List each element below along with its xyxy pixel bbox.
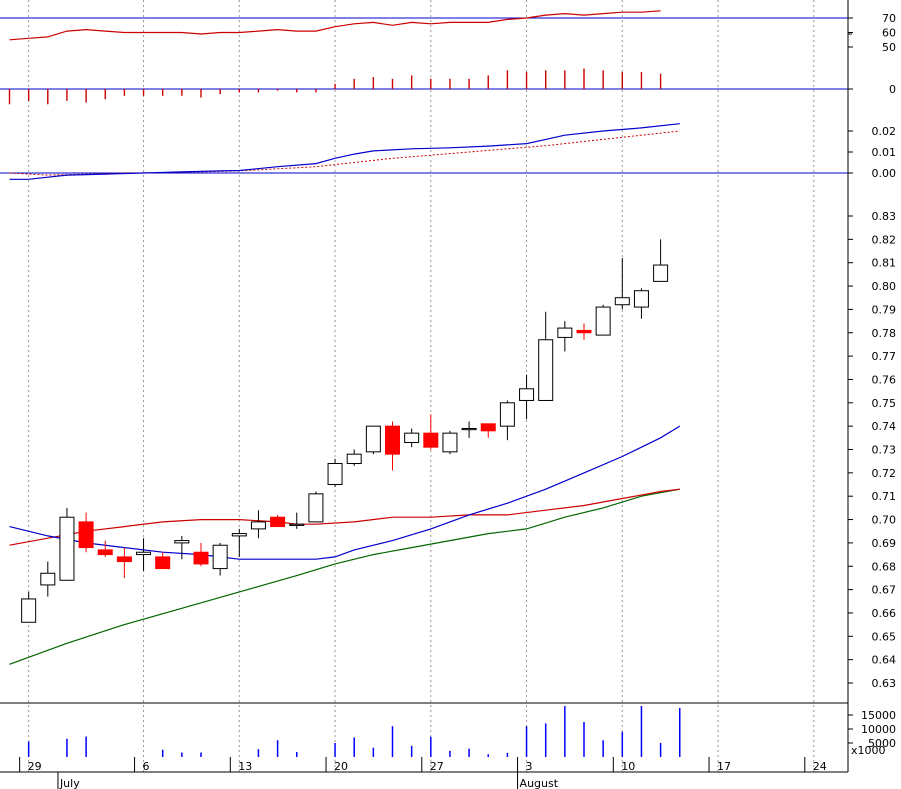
price-y-label: 0.82 <box>872 233 897 246</box>
price-y-label: 0.78 <box>872 327 897 340</box>
momentum-panel <box>0 68 848 105</box>
macd-y-label: 0.00 <box>872 167 897 180</box>
candle-up <box>40 572 56 586</box>
price-y-label: 0.63 <box>872 677 897 690</box>
candle-down <box>97 549 113 556</box>
candle-up <box>212 544 228 570</box>
x-tick-label: 13 <box>238 760 252 773</box>
candle-up <box>595 306 611 336</box>
momentum-y-label: 0 <box>889 83 896 96</box>
rsi-panel <box>0 10 852 41</box>
price-y-label: 0.75 <box>872 397 897 410</box>
candle-up <box>250 521 266 530</box>
rsi-y-label: 60 <box>882 27 896 40</box>
price-y-label: 0.80 <box>872 280 897 293</box>
macd-signal-line <box>9 130 680 176</box>
price-y-label: 0.68 <box>872 560 897 573</box>
price-y-label: 0.81 <box>872 257 897 270</box>
candle-down <box>385 425 400 455</box>
vertical-gridlines <box>28 0 815 772</box>
rsi-line <box>9 10 661 41</box>
macd-y-label: 0.02 <box>872 125 897 138</box>
price-y-label: 0.83 <box>872 210 897 223</box>
candle-down <box>116 556 132 563</box>
candle-up <box>308 493 324 523</box>
candle-up <box>519 388 535 401</box>
price-y-label: 0.66 <box>872 607 897 620</box>
price-y-label: 0.64 <box>872 654 897 667</box>
candle-up <box>136 551 152 556</box>
price-y-label: 0.77 <box>872 350 897 363</box>
x-tick-label: 3 <box>526 760 533 773</box>
candle-up <box>174 540 190 544</box>
candle-up <box>614 297 630 306</box>
price-y-label: 0.71 <box>872 490 897 503</box>
candle-down <box>576 329 592 334</box>
price-y-label: 0.72 <box>872 467 897 480</box>
x-tick-label: 17 <box>717 760 731 773</box>
rsi-y-label: 50 <box>882 41 896 54</box>
moving-average-mid <box>9 488 680 546</box>
price-y-label: 0.67 <box>872 584 897 597</box>
volume-y-label: 5000 <box>868 737 896 750</box>
candle-up <box>327 463 343 486</box>
price-y-label: 0.74 <box>872 420 897 433</box>
x-tick-label: 24 <box>813 760 827 773</box>
volume-y-label: 10000 <box>861 723 896 736</box>
month-label: August <box>520 777 559 789</box>
x-tick-label: 29 <box>28 760 42 773</box>
x-tick-label: 6 <box>143 760 150 773</box>
x-axis: July August 29 6 13 20 27 3 10 17 24 <box>19 757 827 789</box>
candle-up <box>404 432 420 443</box>
macd-line <box>9 123 680 180</box>
candle-down <box>155 556 171 570</box>
macd-y-label: 0.01 <box>872 146 897 159</box>
x-tick-label: 10 <box>621 760 635 773</box>
candle-up <box>365 425 381 453</box>
price-panel <box>9 239 681 665</box>
candle-up <box>538 339 554 401</box>
candle-up <box>653 264 669 282</box>
candle-up <box>289 523 305 526</box>
candle-up <box>231 533 247 537</box>
moving-average-fast <box>9 425 681 560</box>
x-tick-label: 27 <box>430 760 444 773</box>
macd-panel <box>0 123 848 180</box>
candle-down <box>423 432 439 448</box>
price-y-label: 0.73 <box>872 444 897 457</box>
volume-y-label: 15000 <box>861 709 896 722</box>
x-tick-label: 20 <box>334 760 348 773</box>
month-label: July <box>59 777 80 789</box>
volume-panel <box>27 706 681 757</box>
price-y-label: 0.76 <box>872 373 897 386</box>
candle-up <box>499 402 515 427</box>
price-y-label: 0.79 <box>872 303 897 316</box>
rsi-y-label: 70 <box>882 12 896 25</box>
volume-unit-label: x1000 <box>851 744 886 757</box>
candle-up <box>21 598 37 623</box>
candle-up <box>346 453 362 465</box>
candle-up <box>59 516 75 581</box>
candle-up <box>442 432 458 453</box>
price-y-label: 0.65 <box>872 630 897 643</box>
price-y-label: 0.70 <box>872 514 897 527</box>
candle-down <box>78 521 94 549</box>
price-y-label: 0.69 <box>872 537 897 550</box>
moving-average-slow <box>9 488 680 665</box>
candle-up <box>557 327 573 338</box>
candle-up <box>461 427 477 431</box>
candle-down <box>270 516 286 528</box>
candle-down <box>480 423 496 432</box>
candle-up <box>633 290 649 308</box>
candle-down <box>193 551 209 565</box>
